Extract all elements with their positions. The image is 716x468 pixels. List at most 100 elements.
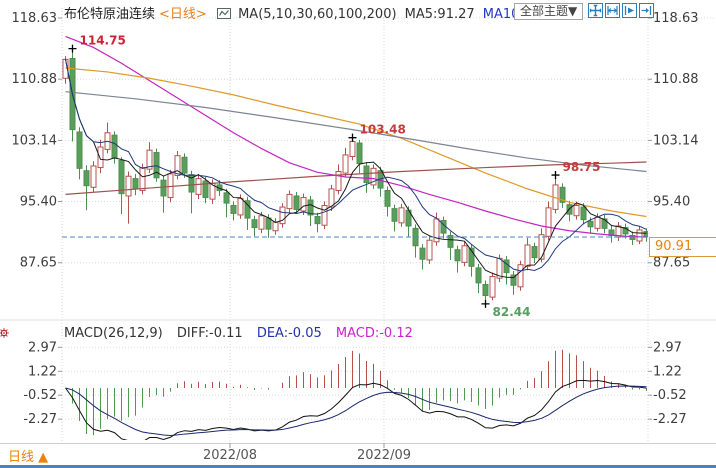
indicator-icon[interactable] <box>216 7 231 20</box>
extreme-price-annotation: 98.75 <box>563 160 601 174</box>
candle-body <box>146 149 153 170</box>
macd-axis-label-right: -0.52 <box>653 388 687 403</box>
candle-body <box>202 180 209 199</box>
candle-body <box>265 217 272 230</box>
candle-body <box>391 208 398 222</box>
price-annotations: 114.75 103.48 98.75 82.44 <box>68 34 601 319</box>
price-axis-label-left: 110.88 <box>12 72 58 87</box>
candle-body <box>580 206 587 221</box>
candle-body <box>181 156 188 174</box>
candle-body <box>482 283 489 297</box>
macd-header: MACD(26,12,9) DIFF:-0.11 DEA:-0.05 MACD:… <box>64 326 423 341</box>
macd-axis-label-right: 1.22 <box>653 364 682 379</box>
candle-body <box>167 173 174 199</box>
candle-body <box>503 259 510 274</box>
macd-diff-line <box>65 379 647 440</box>
candle-body <box>300 197 307 212</box>
candle-body <box>510 274 517 286</box>
candle-body <box>97 146 104 169</box>
candle-body <box>636 229 643 242</box>
gridlines <box>0 8 716 448</box>
symbol-title: 布伦特原油连续 <box>64 7 156 22</box>
candle-body <box>279 206 286 225</box>
pan-crosshair-button[interactable] <box>588 3 604 18</box>
candle-body <box>335 170 342 191</box>
ma-line-ma5 <box>65 59 647 279</box>
macd-axis-label-right: -2.27 <box>653 412 687 427</box>
x-axis-band <box>0 443 716 468</box>
candle-body <box>363 165 370 184</box>
macd-params-label[interactable]: MACD(26,12,9) <box>64 326 163 341</box>
candle-body <box>174 155 181 176</box>
macd-axis-label-left: -0.52 <box>23 388 57 403</box>
ma-line-ma100 <box>65 91 647 173</box>
price-axis-label-right: 103.14 <box>653 133 699 148</box>
period-button[interactable]: 日线 ▲ <box>8 446 48 465</box>
extreme-price-annotation: 103.48 <box>360 123 406 137</box>
candle-body <box>545 207 552 237</box>
candle-body <box>447 234 454 248</box>
candle-body <box>601 218 608 229</box>
fit-range-button[interactable] <box>605 3 621 18</box>
candle-body <box>370 167 377 186</box>
candle-body <box>90 165 97 188</box>
candle-body <box>433 218 440 243</box>
candle-body <box>517 264 524 288</box>
themes-dropdown[interactable]: 全部主题▼ <box>514 3 584 20</box>
candle-body <box>321 204 328 226</box>
candle-body <box>538 234 545 260</box>
candle-body <box>419 247 426 260</box>
candle-body <box>237 197 244 216</box>
macd-dea-line <box>65 385 647 437</box>
candle-body <box>524 244 531 267</box>
macd-diff-value: DIFF:-0.11 <box>176 326 243 341</box>
macd-axis-label-left: -2.27 <box>23 412 57 427</box>
ma-params-label[interactable]: MA(5,10,30,60,100,200) <box>238 7 397 22</box>
macd-dea-value: DEA:-0.05 <box>256 326 322 341</box>
candle-body <box>139 167 146 191</box>
month-label: 2022/09 <box>357 448 411 463</box>
price-axis-label-right: 95.40 <box>653 195 690 210</box>
jump-to-latest-button[interactable] <box>639 3 655 18</box>
macd-axis-label-left: 2.97 <box>28 340 57 355</box>
candle-body <box>356 142 363 165</box>
last-price-box: 90.91 <box>649 237 716 257</box>
candle-body <box>468 247 475 267</box>
price-axis-label-right: 87.65 <box>653 256 690 271</box>
fit-range-icon <box>607 6 618 15</box>
candle-body <box>622 227 629 235</box>
candle-body <box>195 178 202 195</box>
macd-macd-value: MACD:-0.12 <box>335 326 413 341</box>
ma-line-ma60 <box>65 67 647 218</box>
candle-body <box>573 204 580 217</box>
pan-right-button[interactable] <box>622 3 638 18</box>
period-tag[interactable]: <日线> <box>159 7 207 22</box>
ma-line-ma10 <box>65 59 647 272</box>
candle-body <box>307 199 314 216</box>
price-axis-label-left: 95.40 <box>20 195 57 210</box>
pan-right-icon <box>625 6 635 15</box>
price-axis-label-left: 87.65 <box>20 256 57 271</box>
macd-settings-icon[interactable] <box>0 325 12 341</box>
candle-body <box>384 189 391 207</box>
ma10-label: MA10 <box>482 7 520 22</box>
candle-body <box>594 216 601 229</box>
candle-body <box>230 204 237 214</box>
candle-body <box>272 221 279 232</box>
extreme-price-annotation: 114.75 <box>80 34 126 48</box>
candle-body <box>342 154 349 174</box>
chart-header: 布伦特原油连续 <日线> MA(5,10,30,60,100,200) MA5:9… <box>64 3 523 22</box>
candle-body <box>118 159 125 195</box>
month-label: 2022/08 <box>203 448 257 463</box>
axis-labels: 118.63 118.63 110.88 110.88 103.14 103.14 95.4… <box>12 11 699 463</box>
extreme-cross-marker <box>68 44 77 53</box>
candlestick-series <box>62 48 648 304</box>
candle-body <box>251 219 258 229</box>
candle-body <box>111 134 118 159</box>
candle-body <box>587 220 594 228</box>
ma-line-ma200 <box>65 161 647 196</box>
chart-toolbar: 全部主题▼ <box>514 3 656 20</box>
jump-to-latest-icon <box>641 6 652 15</box>
